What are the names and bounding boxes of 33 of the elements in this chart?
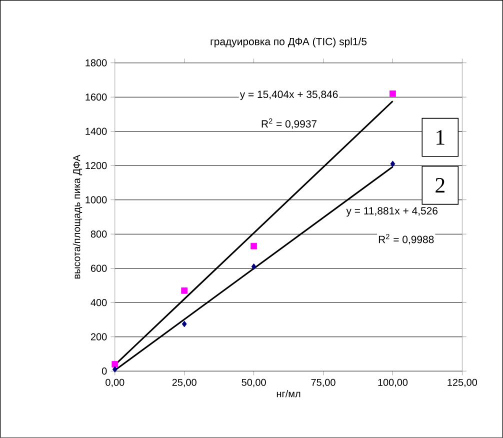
- annotation: R$^{2}$ = 0,9988: [378, 234, 434, 244]
- y-tick-label: 1000: [86, 196, 107, 204]
- y-tick-label: 0: [102, 368, 107, 375]
- y-tick-label: 1200: [86, 162, 107, 170]
- point: [181, 287, 188, 294]
- annotation: R$^{2}$ = 0,9937: [262, 118, 317, 129]
- x-tick-label: 0,00: [106, 378, 124, 388]
- point: [390, 90, 396, 97]
- point: [390, 160, 396, 168]
- annotation: 1: [436, 130, 444, 145]
- point: [112, 361, 118, 368]
- annotation: y = 11,881x + 4,526: [346, 207, 438, 217]
- chart-title: градуировка по ДФА (TIC) spl1/5: [210, 38, 367, 48]
- point: [182, 320, 187, 328]
- point: [250, 242, 258, 250]
- x-tick-label: 25,00: [172, 378, 196, 388]
- y-tick-label: 600: [90, 264, 107, 272]
- annotation: y = 15,404x + 35,846: [240, 90, 338, 100]
- y-tick-label: 1800: [86, 59, 107, 66]
- y-tick-label: 1400: [86, 128, 107, 135]
- x-tick-label: 75,00: [311, 378, 336, 388]
- y-tick-label: 800: [90, 230, 107, 238]
- point: [251, 263, 256, 270]
- x-tick-label: 100,00: [378, 378, 408, 388]
- y-tick-label: 400: [90, 299, 107, 306]
- x-tick-label: 125,00: [448, 378, 478, 388]
- y-tick-label: 1600: [86, 94, 107, 101]
- x-axis-title: нг/мл: [276, 390, 300, 398]
- y-tick-label: 200: [90, 333, 107, 340]
- point: [112, 366, 118, 373]
- y-axis-title: высота/площадь пика ДФА: [72, 154, 82, 279]
- annotation: 2: [436, 178, 444, 193]
- x-tick-label: 50,00: [242, 378, 266, 388]
